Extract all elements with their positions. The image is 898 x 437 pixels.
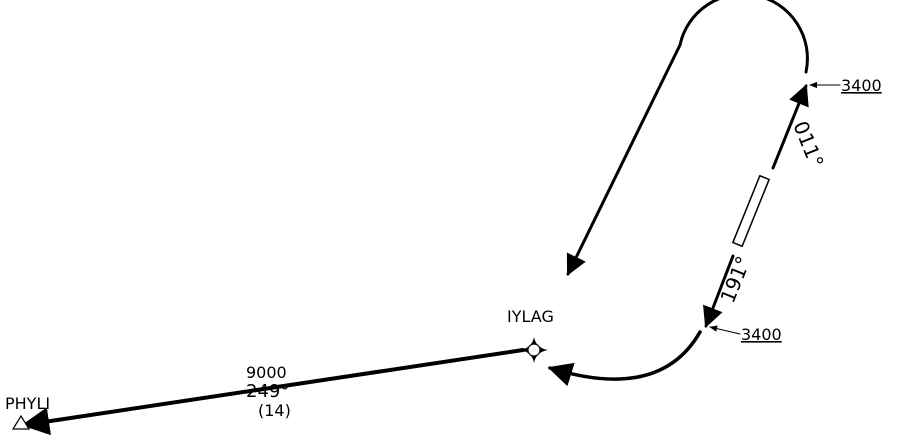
hold-course-011: 011° <box>788 118 828 172</box>
leg-altitude-label: 9000 <box>246 363 287 382</box>
fix-label-phyli: PHYLI <box>5 394 50 413</box>
hold-turn-to-iylag <box>547 330 702 387</box>
hold-altitude-upper: 3400 <box>841 76 882 95</box>
hold-leg-gap-box <box>731 174 771 248</box>
iylag-fix-icon <box>520 337 548 363</box>
hold-outbound-leg <box>566 0 809 276</box>
phyli-triangle-icon <box>11 414 31 430</box>
hold-course-191: 191° <box>715 253 755 307</box>
track-iylag-to-phyli <box>21 348 525 436</box>
leg-course-label: 249° <box>246 381 289 402</box>
altitude-pointer-lower <box>709 325 741 335</box>
hold-leg-191-lower <box>703 254 735 328</box>
fix-label-iylag: IYLAG <box>507 307 554 326</box>
hold-altitude-lower: 3400 <box>741 325 782 344</box>
leg-distance-label: (14) <box>258 401 291 420</box>
hold-leg-011-upper <box>771 84 809 170</box>
